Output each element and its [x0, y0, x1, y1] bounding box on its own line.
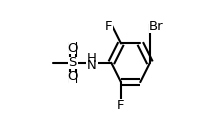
Text: F: F: [105, 20, 113, 33]
FancyBboxPatch shape: [104, 21, 113, 33]
Text: F: F: [117, 99, 125, 112]
Text: O: O: [67, 71, 78, 83]
Text: Br: Br: [149, 20, 163, 33]
FancyBboxPatch shape: [116, 99, 125, 111]
Text: N: N: [87, 59, 97, 72]
FancyBboxPatch shape: [69, 72, 76, 83]
FancyBboxPatch shape: [68, 57, 78, 69]
FancyBboxPatch shape: [86, 55, 98, 68]
FancyBboxPatch shape: [69, 42, 76, 54]
FancyBboxPatch shape: [149, 21, 162, 33]
Text: S: S: [69, 56, 77, 69]
Text: H: H: [87, 52, 97, 65]
Text: O: O: [67, 42, 78, 55]
